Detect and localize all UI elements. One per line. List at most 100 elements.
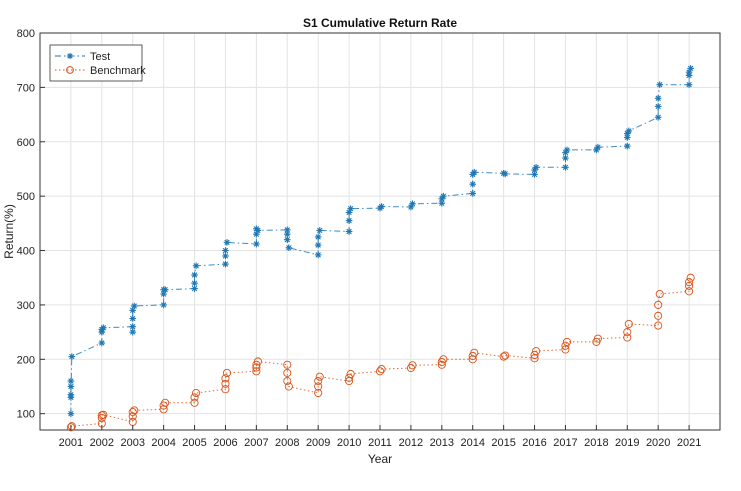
data-point-test <box>378 203 385 210</box>
data-point-benchmark <box>252 367 261 376</box>
data-point-benchmark <box>314 382 323 391</box>
data-point-test <box>67 394 75 401</box>
data-point-test <box>656 81 664 88</box>
data-point-benchmark <box>161 398 170 407</box>
data-point-benchmark <box>345 373 354 382</box>
data-point-test <box>563 146 571 154</box>
y-axis-label: Return(%) <box>2 204 16 259</box>
x-tick-label: 2008 <box>275 437 299 449</box>
data-point-benchmark <box>532 347 541 356</box>
x-tick-label: 2001 <box>59 437 83 449</box>
x-tick-label: 2010 <box>337 437 361 449</box>
data-point-benchmark <box>499 352 508 361</box>
data-point-benchmark <box>685 278 694 287</box>
data-point-benchmark <box>623 333 632 342</box>
data-point-test <box>129 315 137 322</box>
y-tick-label: 600 <box>17 137 35 149</box>
y-tick-label: 500 <box>17 191 35 203</box>
data-point-test <box>222 260 229 268</box>
data-point-benchmark <box>408 361 417 370</box>
data-point-benchmark <box>314 388 323 398</box>
data-point-test <box>254 227 262 234</box>
data-point-benchmark <box>66 423 75 432</box>
y-tick-label: 700 <box>17 82 35 94</box>
x-tick-label: 2015 <box>491 437 515 449</box>
legend-marker-asterisk <box>67 53 73 59</box>
data-point-benchmark <box>654 321 663 330</box>
data-point-test <box>469 190 477 197</box>
data-point-benchmark <box>439 355 448 364</box>
data-point-benchmark <box>470 348 479 357</box>
data-point-benchmark <box>221 379 230 388</box>
data-point-benchmark <box>190 393 199 402</box>
data-point-test <box>192 262 200 270</box>
data-point-test <box>594 143 602 151</box>
data-point-test <box>100 324 107 332</box>
data-point-benchmark <box>654 300 663 309</box>
data-point-benchmark <box>562 337 572 346</box>
data-point-benchmark <box>685 287 694 296</box>
x-tick-label: 2017 <box>553 437 577 449</box>
x-tick-label: 2007 <box>244 437 268 449</box>
data-point-benchmark <box>377 365 386 374</box>
data-point-benchmark <box>655 289 664 299</box>
y-tick-label: 200 <box>17 354 35 366</box>
x-tick-label: 2013 <box>430 437 454 449</box>
data-point-benchmark <box>283 377 292 386</box>
legend-label: Test <box>90 51 110 63</box>
legend-box <box>49 44 143 82</box>
x-tick-label: 2002 <box>90 437 114 449</box>
series-layer <box>66 65 695 432</box>
data-point-test <box>470 168 478 176</box>
y-tick-label: 400 <box>17 246 35 258</box>
data-point-benchmark <box>252 363 261 372</box>
data-point-test <box>438 199 446 207</box>
data-point-benchmark <box>346 369 355 379</box>
x-axis-label: Year <box>368 452 392 466</box>
data-point-test <box>223 239 231 246</box>
data-point-benchmark <box>530 350 539 360</box>
data-point-benchmark <box>501 351 510 360</box>
data-point-test <box>531 171 538 178</box>
data-point-test <box>253 240 260 248</box>
data-point-test <box>440 192 447 200</box>
y-tick-label: 100 <box>17 409 35 421</box>
data-point-test <box>687 65 694 72</box>
data-point-test <box>532 164 540 171</box>
x-tick-label: 2012 <box>399 437 423 449</box>
data-point-test <box>191 271 198 279</box>
data-point-benchmark <box>190 398 199 407</box>
data-point-benchmark <box>315 372 324 381</box>
data-point-benchmark <box>253 357 262 366</box>
data-point-test <box>314 233 322 241</box>
x-tick-label: 2006 <box>213 437 237 449</box>
x-tick-label: 2011 <box>368 437 392 449</box>
data-point-benchmark <box>130 406 139 415</box>
data-point-test <box>654 103 662 110</box>
data-point-benchmark <box>561 345 570 354</box>
tick-layer: 100 200 300 400 500 600 700 800 2001 2002 2003 2004… <box>17 28 702 449</box>
legend: Test Benchmark <box>49 44 146 82</box>
data-point-test <box>222 247 229 254</box>
data-point-benchmark <box>221 374 230 383</box>
data-point-test <box>68 353 76 360</box>
y-tick-label: 800 <box>17 28 35 40</box>
data-point-test <box>130 302 138 310</box>
data-point-test <box>314 241 322 249</box>
y-tick-label: 300 <box>17 300 35 312</box>
data-point-test <box>347 205 354 212</box>
data-point-test <box>283 236 291 243</box>
x-tick-label: 2021 <box>677 437 701 449</box>
legend-label: Benchmark <box>90 65 146 77</box>
data-point-test <box>562 164 569 171</box>
data-point-benchmark <box>192 388 201 398</box>
data-point-test <box>469 180 477 188</box>
data-point-test <box>623 142 631 150</box>
data-point-benchmark <box>654 311 663 320</box>
data-point-benchmark <box>283 360 292 369</box>
data-point-benchmark <box>222 368 232 377</box>
x-tick-label: 2003 <box>120 437 144 449</box>
data-point-benchmark <box>686 273 695 282</box>
